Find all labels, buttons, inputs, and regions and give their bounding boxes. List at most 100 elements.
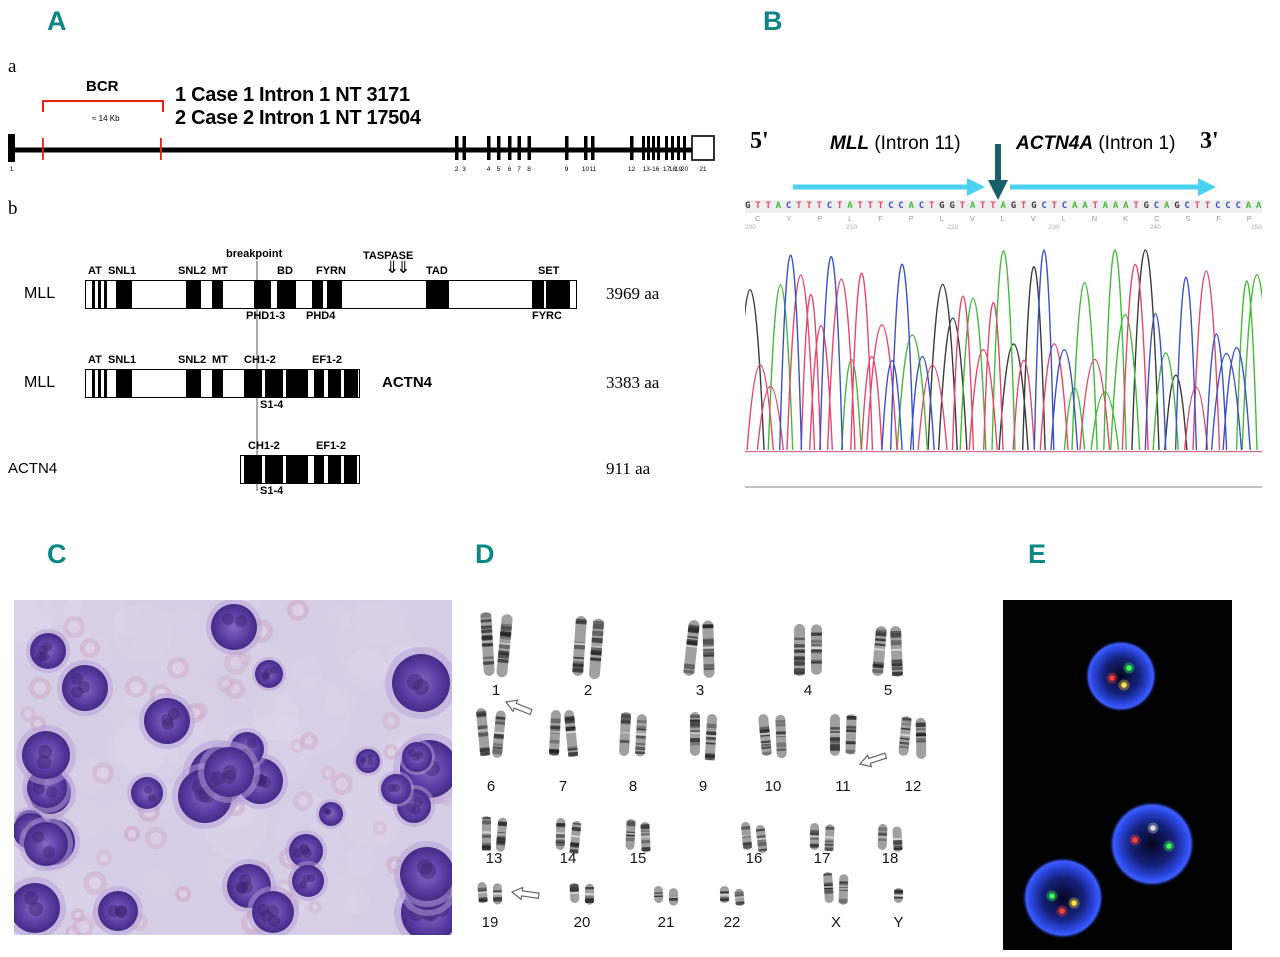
svg-text:17: 17 — [814, 850, 831, 867]
svg-text:22: 22 — [724, 914, 741, 931]
svg-text:8: 8 — [629, 778, 637, 795]
svg-text:11: 11 — [590, 166, 597, 173]
row3-protein-name: ACTN4 — [8, 460, 58, 477]
row1-bd-label: BD — [277, 265, 293, 277]
svg-text:17: 17 — [663, 166, 671, 173]
case1-text: 1 Case 1 Intron 1 NT 3171 — [175, 84, 410, 106]
svg-text:12: 12 — [628, 166, 636, 173]
svg-text:6: 6 — [487, 778, 495, 795]
taspase-label: TASPASE — [363, 250, 414, 262]
svg-text:1: 1 — [492, 682, 500, 699]
mll-intron-text: (Intron 11) — [869, 133, 961, 154]
actn4-protein-bar — [240, 455, 360, 484]
row1-tad-label: TAD — [426, 265, 448, 277]
panel-a-sub-a-label: a — [8, 56, 17, 77]
row2-at-label: AT — [88, 354, 102, 366]
panel-b-divider — [745, 486, 1262, 488]
svg-text:4: 4 — [487, 166, 491, 173]
svg-text:18: 18 — [669, 166, 677, 173]
row2-ch-label: CH1-2 — [244, 354, 276, 366]
mll-intron-title: MLL (Intron 11) — [830, 133, 961, 155]
actn4-direction-arrow-icon — [1010, 178, 1216, 196]
row3-ef-label: EF1-2 — [316, 440, 346, 452]
sanger-chromatogram — [745, 234, 1262, 460]
svg-text:X: X — [831, 914, 841, 931]
mll-protein-bar — [85, 280, 577, 309]
svg-text:13: 13 — [486, 850, 503, 867]
row1-phd4-label: PHD4 — [306, 310, 336, 322]
row1-mt-label: MT — [212, 265, 228, 277]
svg-text:12: 12 — [905, 778, 922, 795]
row2-aa-count: 3383 aa — [606, 373, 660, 392]
bone-marrow-smear-image — [14, 600, 452, 935]
row3-aa-count: 911 aa — [606, 459, 651, 478]
svg-text:3: 3 — [462, 166, 466, 173]
row3-s14-label: S1-4 — [260, 485, 284, 497]
svg-text:11: 11 — [835, 778, 851, 795]
svg-text:21: 21 — [699, 166, 707, 173]
svg-text:19: 19 — [675, 166, 683, 173]
row2-snl2-label: SNL2 — [178, 354, 207, 366]
row2-fusion-partner-label: ACTN4 — [382, 374, 433, 391]
svg-text:2: 2 — [584, 682, 592, 699]
three-prime-label: 3' — [1200, 128, 1219, 154]
svg-text:9: 9 — [565, 166, 569, 173]
sequence-position-row: 200 210 220 230 240 250 — [745, 224, 1262, 231]
svg-text:9: 9 — [699, 778, 707, 795]
svg-text:13-16: 13-16 — [643, 166, 660, 173]
svg-text:16: 16 — [746, 850, 763, 867]
actn4-intron-title: ACTN4A (Intron 1) — [1016, 133, 1175, 155]
svg-text:4: 4 — [804, 682, 812, 699]
panel-c-label: C — [47, 539, 68, 569]
panel-a-label: A — [47, 6, 68, 36]
row1-aa-count: 3969 aa — [606, 284, 660, 303]
panel-d-label: D — [475, 539, 496, 569]
row1-fyrn-label: FYRN — [316, 265, 346, 277]
row1-fyrc-label: FYRC — [532, 310, 562, 322]
mll-gene-name: MLL — [830, 133, 870, 154]
svg-text:21: 21 — [658, 914, 675, 931]
svg-text:Y: Y — [893, 914, 903, 931]
fish-image — [1003, 600, 1232, 950]
svg-text:7: 7 — [517, 166, 521, 173]
fusion-junction-arrow-icon — [988, 144, 1008, 200]
row1-set-label: SET — [538, 265, 560, 277]
svg-text:7: 7 — [559, 778, 567, 795]
breakpoint-label: breakpoint — [226, 248, 283, 260]
panel-a-sub-b-label: b — [8, 198, 18, 219]
svg-text:10: 10 — [765, 778, 782, 795]
row1-at-label: AT — [88, 265, 102, 277]
svg-text:14: 14 — [560, 850, 577, 867]
svg-text:20: 20 — [574, 914, 591, 931]
actn4-intron-text: (Intron 1) — [1093, 133, 1176, 154]
taspase-cleavage-arrows-icon: ⇓⇓ — [385, 258, 410, 277]
case2-text: 2 Case 2 Intron 1 NT 17504 — [175, 107, 421, 129]
svg-text:3: 3 — [696, 682, 704, 699]
row1-snl1-label: SNL1 — [108, 265, 137, 277]
row2-protein-name: MLL — [24, 374, 56, 391]
svg-text:1: 1 — [10, 166, 14, 173]
bcr-size-label: ≈ 14 Kb — [92, 114, 120, 123]
bcr-bracket — [42, 100, 164, 112]
svg-text:18: 18 — [882, 850, 899, 867]
row3-ch-label: CH1-2 — [248, 440, 280, 452]
svg-text:5: 5 — [884, 682, 892, 699]
svg-text:6: 6 — [508, 166, 512, 173]
panel-b-label: B — [763, 6, 784, 36]
mll-actn4-fusion-bar — [85, 369, 360, 398]
row1-protein-name: MLL — [24, 285, 56, 302]
svg-text:10: 10 — [582, 166, 590, 173]
svg-text:2: 2 — [455, 166, 459, 173]
svg-text:15: 15 — [630, 850, 647, 867]
bcr-label: BCR — [86, 78, 119, 95]
row2-snl1-label: SNL1 — [108, 354, 137, 366]
actn4-gene-name: ACTN4A — [1016, 133, 1094, 154]
case-annotations: 1 Case 1 Intron 1 NT 3171 2 Case 2 Intro… — [175, 84, 421, 130]
mll-direction-arrow-icon — [793, 178, 985, 196]
svg-text:5: 5 — [497, 166, 501, 173]
